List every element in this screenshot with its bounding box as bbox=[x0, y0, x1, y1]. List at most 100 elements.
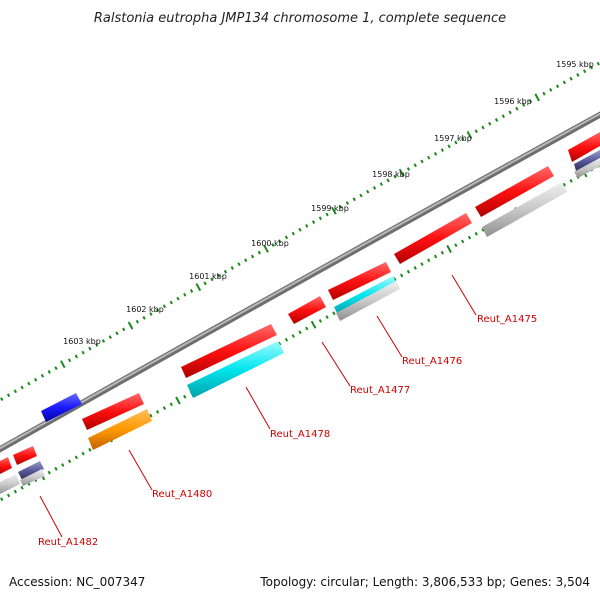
outer-tick-mark bbox=[34, 377, 38, 382]
outer-tick-mark bbox=[562, 80, 566, 85]
outer-tick-mark bbox=[447, 144, 451, 149]
inner-tick-mark bbox=[454, 243, 458, 248]
outer-tick-mark bbox=[291, 231, 295, 236]
outer-tick-mark bbox=[583, 69, 587, 74]
outer-tick-mark bbox=[88, 346, 92, 351]
tick-label-1599: 1599 kbp bbox=[311, 204, 349, 213]
outer-tick-mark bbox=[244, 258, 248, 263]
outer-tick-mark bbox=[555, 84, 560, 89]
leader-reut-a1480 bbox=[128, 449, 153, 491]
outer-tick-mark bbox=[278, 239, 282, 244]
gene-features bbox=[0, 132, 600, 495]
outer-tick-mark bbox=[501, 114, 505, 119]
outer-tick-mark bbox=[217, 273, 221, 278]
outer-tick-mark bbox=[352, 197, 356, 202]
inner-tick-mark bbox=[420, 262, 424, 266]
outer-tick-mark bbox=[122, 327, 126, 332]
outer-tick-mark bbox=[372, 186, 377, 190]
inner-tick-mark bbox=[0, 497, 4, 502]
gene-feature[interactable] bbox=[574, 158, 600, 178]
inner-tick-mark bbox=[440, 250, 444, 255]
outer-tick-mark bbox=[379, 182, 383, 186]
gene-feature-reut-a1477[interactable] bbox=[328, 262, 391, 300]
inner-tick-mark bbox=[569, 179, 573, 183]
outer-tick-mark bbox=[74, 354, 78, 359]
gene-feature[interactable] bbox=[394, 213, 472, 264]
gene-feature-reut-a1476[interactable] bbox=[334, 276, 397, 315]
gene-feature[interactable] bbox=[82, 393, 144, 430]
outer-tick-mark bbox=[508, 110, 512, 115]
inner-tick-mark bbox=[413, 266, 417, 270]
gene-feature[interactable] bbox=[336, 281, 400, 321]
gene-feature[interactable] bbox=[0, 474, 20, 495]
inner-tick-mark bbox=[175, 396, 181, 405]
outer-tick-mark bbox=[522, 103, 526, 107]
outer-tick-mark bbox=[596, 61, 600, 66]
inner-tick-mark bbox=[325, 315, 329, 319]
tick-label-1598: 1598 kbp bbox=[372, 170, 410, 179]
outer-tick-mark bbox=[366, 189, 370, 194]
gene-label-reut-a1478[interactable]: Reut_A1478 bbox=[270, 429, 330, 440]
outer-tick-mark bbox=[515, 106, 519, 111]
gene-label-reut-a1475[interactable]: Reut_A1475 bbox=[477, 314, 537, 325]
gene-feature[interactable] bbox=[288, 296, 326, 324]
gene-label-reut-a1482[interactable]: Reut_A1482 bbox=[38, 537, 98, 548]
gene-label-reut-a1480[interactable]: Reut_A1480 bbox=[152, 489, 212, 500]
inner-tick-mark bbox=[474, 231, 478, 236]
outer-tick-mark bbox=[386, 178, 390, 183]
gene-feature-reut-a1478[interactable] bbox=[181, 324, 277, 378]
gene-feature[interactable] bbox=[41, 393, 82, 422]
outer-tick-mark bbox=[576, 73, 580, 77]
inner-tick-mark bbox=[400, 273, 404, 278]
inner-tick-mark bbox=[149, 413, 153, 418]
outer-tick-mark bbox=[420, 159, 424, 164]
gene-feature[interactable] bbox=[568, 132, 600, 162]
map-title: Ralstonia eutropha JMP134 chromosome 1, … bbox=[94, 11, 506, 26]
gene-feature-reut-a1475[interactable] bbox=[475, 166, 554, 217]
outer-tick-mark bbox=[81, 350, 85, 355]
gene-feature-reut-a1482[interactable] bbox=[18, 461, 44, 480]
outer-tick-mark bbox=[101, 339, 106, 343]
inner-tick-mark bbox=[162, 406, 167, 410]
outer-tick-mark bbox=[433, 152, 438, 156]
gene-feature[interactable] bbox=[20, 469, 45, 486]
inner-tick-mark bbox=[481, 228, 485, 232]
gene-label-reut-a1477[interactable]: Reut_A1477 bbox=[350, 385, 410, 396]
outer-tick-mark bbox=[176, 296, 180, 301]
tick-labels: 1595 kbp 1596 kbp 1597 kbp 1598 kbp 1599… bbox=[63, 60, 594, 346]
outer-tick-mark bbox=[135, 319, 139, 324]
outer-tick-mark bbox=[271, 243, 275, 247]
outer-tick-mark bbox=[454, 140, 458, 145]
outer-tick-mark bbox=[169, 300, 173, 305]
outer-tick-mark bbox=[263, 244, 269, 253]
gene-feature[interactable] bbox=[574, 150, 600, 171]
gene-feature-reut-a1480[interactable] bbox=[88, 409, 152, 450]
inner-tick-mark bbox=[61, 463, 65, 467]
inner-tick-mark bbox=[310, 320, 317, 329]
gene-feature-reut-a1478-rna[interactable] bbox=[187, 341, 284, 398]
outer-tick-mark bbox=[67, 358, 72, 363]
gene-label-reut-a1476[interactable]: Reut_A1476 bbox=[402, 356, 462, 367]
outer-tick-mark bbox=[318, 216, 322, 221]
gene-feature-reut-a1475-rna[interactable] bbox=[482, 182, 567, 237]
inner-tick-mark bbox=[291, 334, 295, 338]
outer-tick-mark bbox=[20, 385, 24, 390]
outer-tick-mark bbox=[331, 206, 337, 215]
inner-tick-mark bbox=[88, 447, 92, 452]
outer-tick-mark bbox=[311, 220, 316, 224]
outer-tick-mark bbox=[474, 129, 478, 134]
outer-tick-mark bbox=[156, 308, 160, 313]
gene-feature[interactable] bbox=[0, 457, 12, 475]
gene-labels: Reut_A1475 Reut_A1476 Reut_A1477 Reut_A1… bbox=[38, 314, 537, 548]
outer-tick-mark bbox=[325, 212, 329, 217]
outer-tick-mark bbox=[115, 331, 119, 336]
inner-tick-mark bbox=[467, 235, 472, 240]
outer-tick-mark bbox=[95, 343, 99, 347]
outer-tick-mark bbox=[406, 167, 411, 171]
outer-tick-mark bbox=[528, 99, 533, 104]
gene-feature[interactable] bbox=[13, 446, 37, 465]
tick-label-1596: 1596 kbp bbox=[494, 97, 532, 106]
sequence-info-text: Topology: circular; Length: 3,806,533 bp… bbox=[259, 575, 590, 589]
tick-label-1601: 1601 kbp bbox=[189, 272, 227, 281]
